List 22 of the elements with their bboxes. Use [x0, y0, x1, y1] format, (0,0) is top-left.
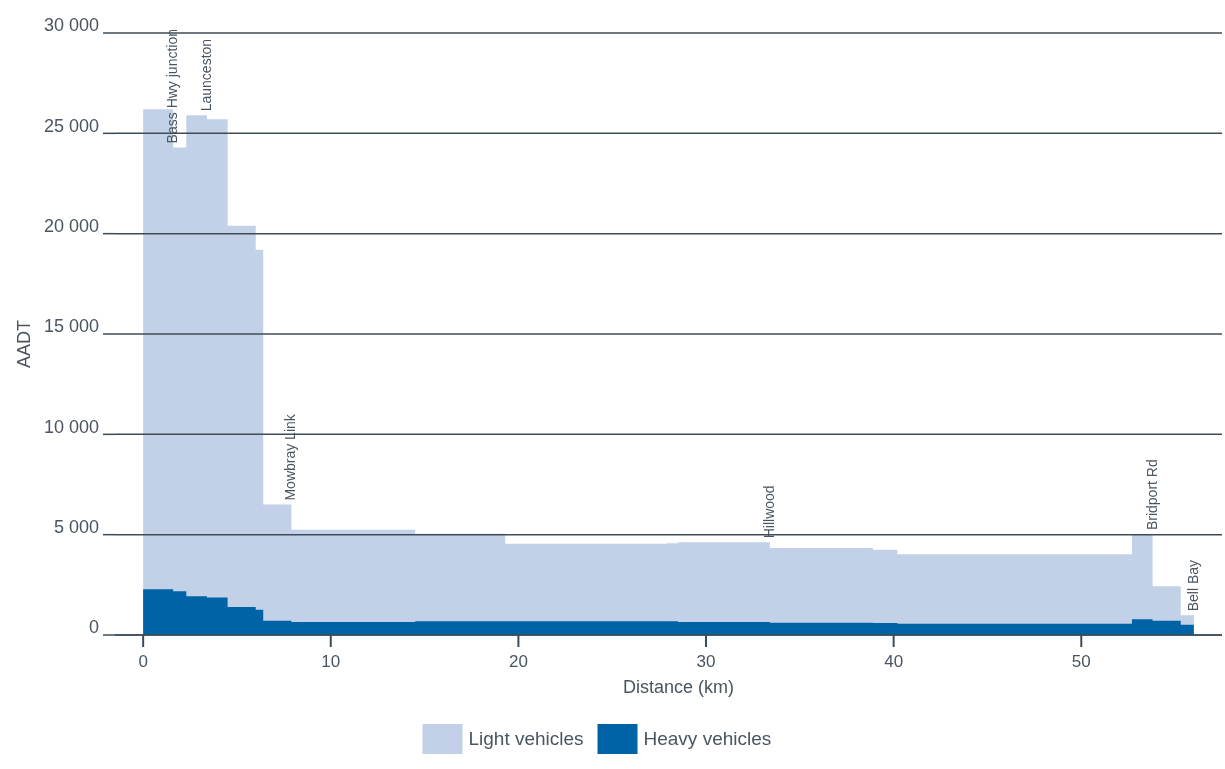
annotation: Launceston [197, 38, 214, 112]
annotation: Bridport Rd [1143, 459, 1160, 531]
y-tick-label: 20 000 [43, 215, 99, 236]
y-tick-label: 5 000 [53, 516, 99, 537]
legend-label: Light vehicles [468, 728, 584, 749]
y-tick-label: 30 000 [43, 15, 99, 36]
x-tick-label: 50 [1071, 652, 1091, 671]
y-axis-title: AADT [14, 319, 34, 369]
annotation: Bell Bay [1184, 559, 1201, 612]
x-tick-label: 10 [321, 652, 341, 671]
y-tick-label: 0 [88, 617, 99, 638]
annotation: Hillwood [760, 485, 777, 539]
y-tick-label: 15 000 [43, 316, 99, 337]
y-tick-label: 25 000 [43, 115, 99, 136]
x-tick-label: 0 [138, 652, 148, 671]
x-tick-label: 20 [508, 652, 528, 671]
annotation: Mowbray Link [282, 413, 299, 501]
legend-label: Heavy vehicles [643, 728, 772, 749]
x-tick-label: 30 [696, 652, 716, 671]
x-tick-label: 40 [884, 652, 904, 671]
y-tick-label: 10 000 [43, 416, 99, 437]
x-axis-title: Distance (km) [622, 677, 735, 697]
